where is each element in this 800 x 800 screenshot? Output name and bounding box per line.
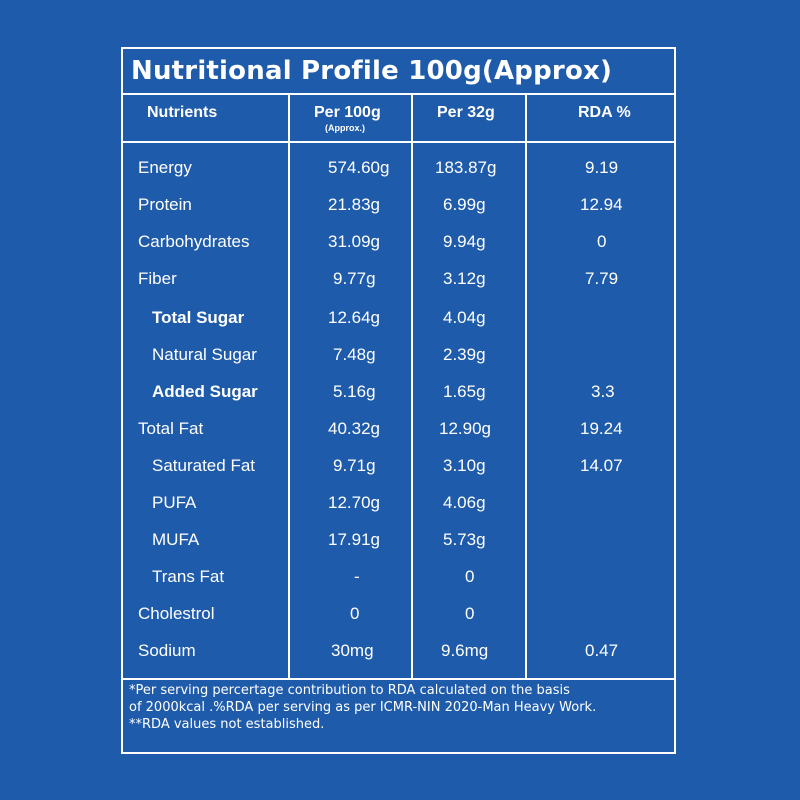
nutrient-name: Energy: [138, 158, 192, 177]
header-per-32g: Per 32g: [437, 104, 495, 121]
per-100g-value: -: [354, 567, 360, 586]
nutrient-name: Natural Sugar: [152, 345, 257, 364]
nutrient-name: Trans Fat: [152, 567, 225, 586]
per-32g-value: 2.39g: [443, 345, 486, 364]
nutrient-name: Added Sugar: [152, 382, 258, 401]
nutrient-name: PUFA: [152, 493, 197, 512]
per-32g-value: 12.90g: [439, 419, 491, 438]
per-100g-value: 40.32g: [328, 419, 380, 438]
nutrient-name: Protein: [138, 195, 192, 214]
column-divider: [288, 93, 290, 680]
nutrient-name: Sodium: [138, 641, 196, 660]
nutrient-name: Total Fat: [138, 419, 204, 438]
per-100g-value: 17.91g: [328, 530, 380, 549]
per-32g-value: 3.10g: [443, 456, 486, 475]
per-100g-value: 30mg: [331, 641, 374, 660]
per-32g-value: 3.12g: [443, 269, 486, 288]
footnote: *Per serving percertage contribution to …: [129, 682, 669, 733]
panel-title: Nutritional Profile 100g(Approx): [123, 49, 674, 95]
per-32g-value: 4.04g: [443, 308, 486, 327]
nutrition-panel: Nutritional Profile 100g(Approx) Nutrien…: [121, 47, 676, 754]
header-per-100g-note: (Approx.): [325, 123, 365, 133]
rda-value: 3.3: [591, 382, 615, 401]
footnote-line: **RDA values not established.: [129, 717, 325, 732]
per-100g-value: 9.71g: [333, 456, 376, 475]
per-32g-value: 183.87g: [435, 158, 497, 177]
per-32g-value: 4.06g: [443, 493, 486, 512]
column-divider: [525, 93, 527, 680]
per-100g-value: 31.09g: [328, 232, 380, 251]
per-100g-value: 7.48g: [333, 345, 376, 364]
per-100g-value: 12.70g: [328, 493, 380, 512]
per-100g-value: 21.83g: [328, 195, 380, 214]
per-32g-value: 6.99g: [443, 195, 486, 214]
nutrient-name: Total Sugar: [152, 308, 245, 327]
per-32g-value: 5.73g: [443, 530, 486, 549]
per-32g-value: 0: [465, 604, 475, 623]
header-rda: RDA %: [578, 104, 631, 121]
per-100g-value: 9.77g: [333, 269, 376, 288]
table-bottom-divider: [123, 678, 674, 680]
rda-value: 0: [597, 232, 607, 251]
nutrient-name: Fiber: [138, 269, 177, 288]
footnote-line: of 2000kcal .%RDA per serving as per ICM…: [129, 700, 597, 715]
nutrient-name: Carbohydrates: [138, 232, 250, 251]
column-divider: [411, 93, 413, 680]
per-32g-value: 9.6mg: [441, 641, 489, 660]
nutrient-name: Saturated Fat: [152, 456, 256, 475]
per-100g-value: 574.60g: [328, 158, 390, 177]
header-divider: [123, 141, 674, 143]
rda-value: 0.47: [585, 641, 619, 660]
per-32g-value: 0: [465, 567, 475, 586]
per-100g-value: 12.64g: [328, 308, 380, 327]
rda-value: 12.94: [580, 195, 623, 214]
header-nutrients: Nutrients: [147, 104, 218, 121]
per-32g-value: 1.65g: [443, 382, 486, 401]
rda-value: 7.79: [585, 269, 619, 288]
per-100g-value: 0: [350, 604, 360, 623]
rda-value: 19.24: [580, 419, 623, 438]
per-100g-value: 5.16g: [333, 382, 376, 401]
header-per-100g: Per 100g: [314, 104, 381, 121]
rda-value: 14.07: [580, 456, 623, 475]
nutrient-name: Cholestrol: [138, 604, 215, 623]
footnote-line: *Per serving percertage contribution to …: [129, 683, 570, 698]
per-32g-value: 9.94g: [443, 232, 486, 251]
nutrient-name: MUFA: [152, 530, 200, 549]
rda-value: 9.19: [585, 158, 619, 177]
